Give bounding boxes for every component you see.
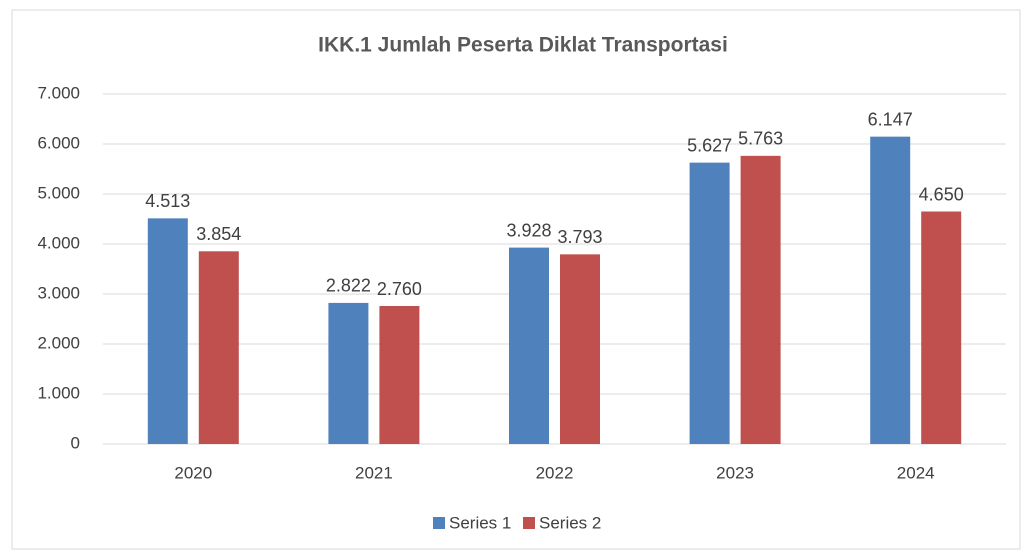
value-label: 2.760 (377, 279, 422, 299)
x-tick-label: 2021 (355, 463, 393, 482)
bar (147, 218, 188, 444)
value-label: 6.147 (868, 109, 913, 129)
y-tick-label: 3.000 (37, 283, 80, 302)
value-label: 3.793 (557, 227, 602, 247)
bar (740, 155, 781, 444)
value-label: 5.627 (687, 135, 732, 155)
value-label: 4.513 (145, 191, 190, 211)
bar (689, 162, 730, 444)
x-tick-label: 2022 (536, 463, 574, 482)
y-tick-label: 4.000 (37, 233, 80, 252)
y-tick-label: 6.000 (37, 133, 80, 152)
bar (560, 254, 600, 444)
bar (328, 302, 369, 444)
value-label: 4.650 (919, 184, 964, 204)
value-label: 3.854 (196, 224, 241, 244)
bar (379, 306, 420, 444)
x-tick-label: 2024 (897, 463, 935, 482)
chart-title: IKK.1 Jumlah Peserta Diklat Transportasi (318, 34, 728, 57)
legend-swatch (523, 517, 535, 529)
bar (921, 211, 962, 444)
value-label: 3.928 (506, 220, 551, 240)
legend-label: Series 1 (449, 513, 511, 532)
bar (870, 136, 911, 444)
y-tick-label: 1.000 (37, 383, 80, 402)
x-tick-label: 2023 (716, 463, 754, 482)
value-label: 2.822 (326, 276, 371, 296)
x-tick-label: 2020 (174, 463, 212, 482)
y-tick-label: 0 (71, 433, 80, 452)
legend-swatch (433, 517, 445, 529)
bar (198, 251, 239, 444)
y-tick-label: 7.000 (37, 83, 80, 102)
bar (509, 247, 549, 444)
legend-label: Series 2 (539, 513, 601, 532)
value-label: 5.763 (738, 129, 783, 149)
y-tick-label: 5.000 (37, 183, 80, 202)
y-tick-label: 2.000 (37, 333, 80, 352)
